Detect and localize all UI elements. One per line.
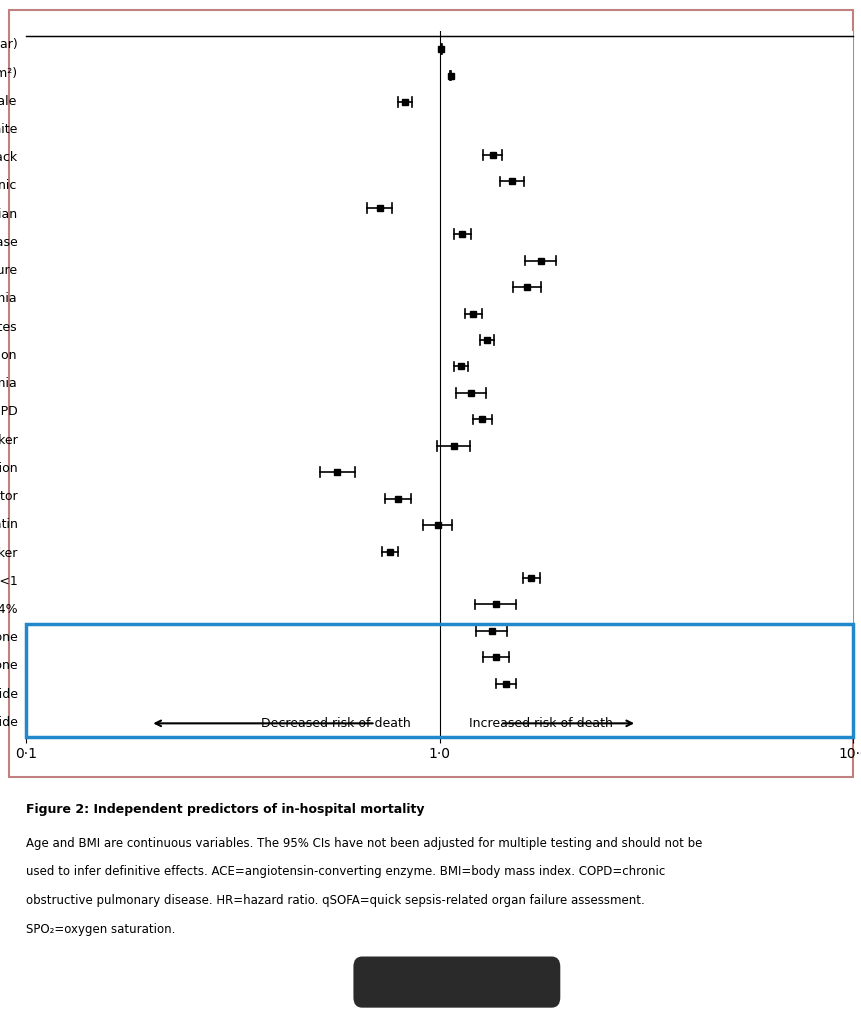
Text: SPO₂ <94%: SPO₂ <94% (0, 603, 17, 616)
Text: Hypertension: Hypertension (0, 349, 17, 362)
Text: COPD: COPD (0, 405, 17, 418)
Text: Asian: Asian (0, 208, 17, 221)
Text: Black: Black (0, 151, 17, 165)
Text: Female: Female (0, 95, 17, 107)
Text: Statin: Statin (0, 519, 17, 531)
Text: Age and BMI are continuous variables. The 95% CIs have not been adjusted for mul: Age and BMI are continuous variables. Th… (26, 837, 702, 850)
Text: Hispanic: Hispanic (0, 179, 17, 192)
Text: Coronary artery disease: Coronary artery disease (0, 236, 17, 249)
Text: Hydroxychloroquine alone: Hydroxychloroquine alone (0, 660, 17, 672)
Text: Congestive heart failure: Congestive heart failure (0, 264, 17, 277)
Text: Increased risk of death: Increased risk of death (469, 717, 612, 729)
Text: Current smoker: Current smoker (0, 434, 17, 447)
Text: Diabetes: Diabetes (0, 320, 17, 333)
Text: Decreased risk of death: Decreased risk of death (260, 717, 410, 729)
Text: Chloroquine alone: Chloroquine alone (0, 631, 17, 644)
Text: Chloroquine and macrolide: Chloroquine and macrolide (0, 687, 17, 701)
Text: White: White (0, 123, 17, 136)
Text: obstructive pulmonary disease. HR=hazard ratio. qSOFA=quick sepsis-related organ: obstructive pulmonary disease. HR=hazard… (26, 894, 644, 907)
Text: Age (per year): Age (per year) (0, 38, 17, 51)
Text: BMI (per kg/m²): BMI (per kg/m²) (0, 66, 17, 80)
Text: ACE inhibitor: ACE inhibitor (0, 490, 17, 503)
Text: used to infer definitive effects. ACE=angiotensin-converting enzyme. BMI=body ma: used to infer definitive effects. ACE=an… (26, 865, 665, 879)
Text: Arrhythmia: Arrhythmia (0, 293, 17, 306)
Text: Hyperlipidaemia: Hyperlipidaemia (0, 377, 17, 390)
Text: Hydroxychloroquine and macrolide: Hydroxychloroquine and macrolide (0, 716, 17, 729)
Text: SPO₂=oxygen saturation.: SPO₂=oxygen saturation. (26, 923, 175, 936)
Text: Angiotensin receptor blocker: Angiotensin receptor blocker (0, 546, 17, 560)
Text: Immunosuppressed condition: Immunosuppressed condition (0, 461, 17, 475)
Text: qSOFA <1: qSOFA <1 (0, 575, 17, 588)
Text: Figure 2: Independent predictors of in-hospital mortality: Figure 2: Independent predictors of in-h… (26, 803, 424, 816)
